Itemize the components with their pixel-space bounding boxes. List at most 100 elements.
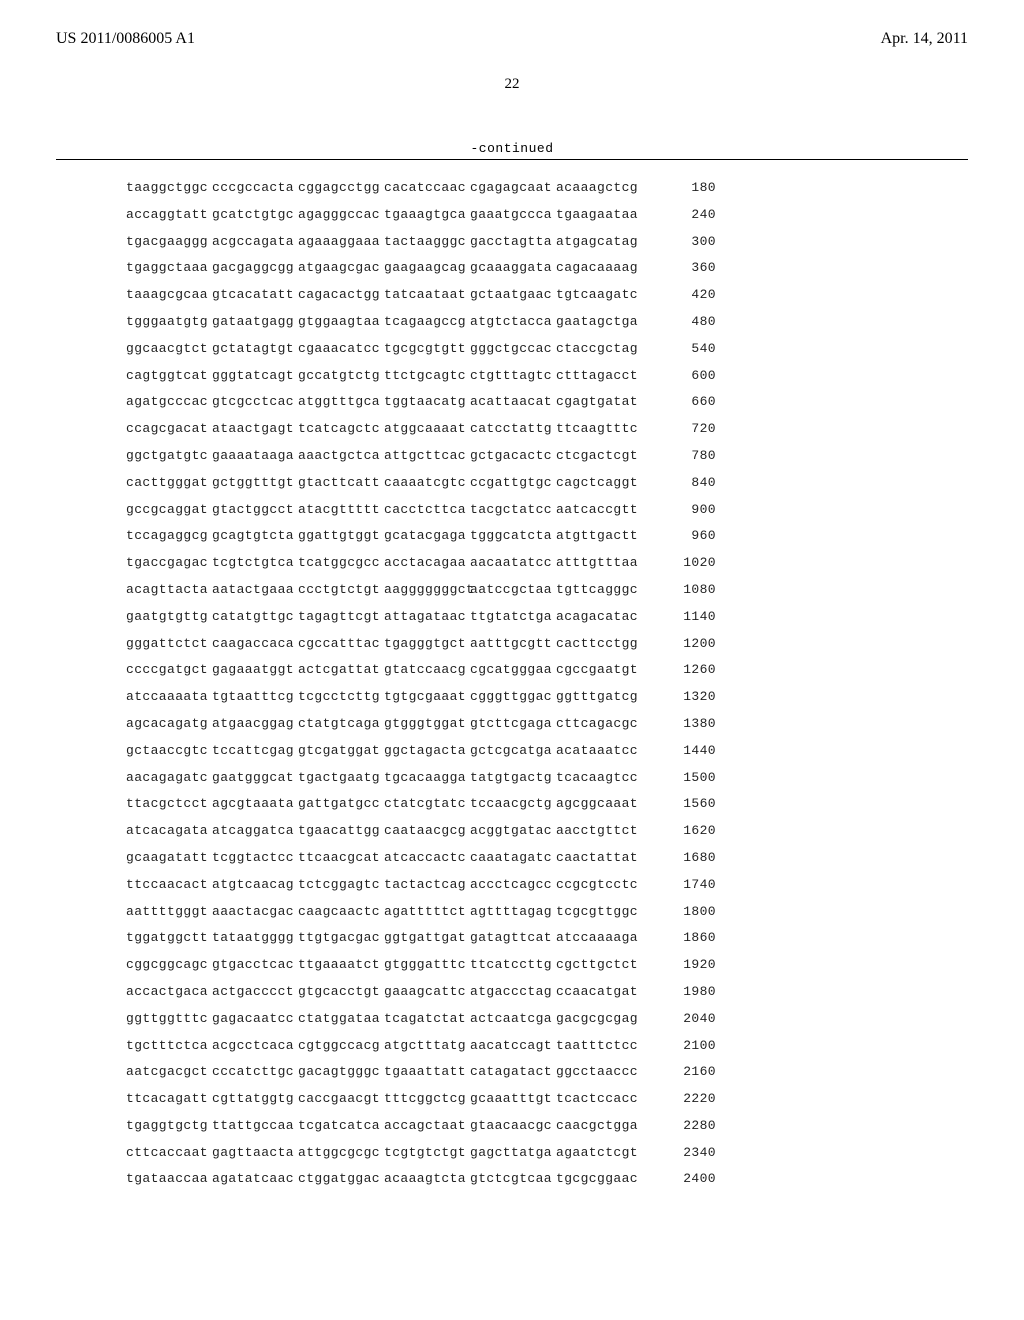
sequence-row: gcaagatatttcggtactccttcaacgcatatcaccactc… xyxy=(126,850,1024,865)
sequence-block: gaaagcattc xyxy=(384,984,470,999)
sequence-block: acagacatac xyxy=(556,609,642,624)
sequence-block: gctgacactc xyxy=(470,448,556,463)
sequence-block: attagataac xyxy=(384,609,470,624)
sequence-block: ttgaaaatct xyxy=(298,957,384,972)
sequence-block: tataatgggg xyxy=(212,930,298,945)
sequence-row: tgctttctcaacgcctcacacgtggccacgatgctttatg… xyxy=(126,1038,1024,1053)
sequence-row: ccccgatgctgagaaatggtactcgattatgtatccaacg… xyxy=(126,662,1024,677)
sequence-block: acgccagata xyxy=(212,234,298,249)
sequence-block: atacgttttt xyxy=(298,502,384,517)
sequence-block: acctacagaa xyxy=(384,555,470,570)
sequence-block: gggctgccac xyxy=(470,341,556,356)
sequence-block: tccagaggcg xyxy=(126,528,212,543)
sequence-block: ggctagacta xyxy=(384,743,470,758)
sequence-position: 2340 xyxy=(660,1145,716,1160)
sequence-position: 420 xyxy=(660,287,716,302)
sequence-block: acataaatcc xyxy=(556,743,642,758)
sequence-row: ggctgatgtcgaaaataagaaaactgctcaattgcttcac… xyxy=(126,448,1024,463)
sequence-block: gcaaaggata xyxy=(470,260,556,275)
sequence-block: gagacaatcc xyxy=(212,1011,298,1026)
sequence-block: aatcgacgct xyxy=(126,1064,212,1079)
sequence-block: ctatcgtatc xyxy=(384,796,470,811)
sequence-block: agatttttct xyxy=(384,904,470,919)
sequence-block: caagcaactc xyxy=(298,904,384,919)
sequence-block: gccatgtctg xyxy=(298,368,384,383)
sequence-block: agatatcaac xyxy=(212,1171,298,1186)
sequence-block: atgctttatg xyxy=(384,1038,470,1053)
sequence-block: ttgtatctga xyxy=(470,609,556,624)
sequence-block: gacgaggcgg xyxy=(212,260,298,275)
sequence-position: 1260 xyxy=(660,662,716,677)
sequence-block: gagttaacta xyxy=(212,1145,298,1160)
sequence-block: tccattcgag xyxy=(212,743,298,758)
sequence-row: taaggctggccccgccactacggagcctggcacatccaac… xyxy=(126,180,1024,195)
sequence-listing: taaggctggccccgccactacggagcctggcacatccaac… xyxy=(126,180,1024,1186)
sequence-row: tggatggctttataatggggttgtgacgacggtgattgat… xyxy=(126,930,1024,945)
sequence-block: agcacagatg xyxy=(126,716,212,731)
sequence-position: 1440 xyxy=(660,743,716,758)
sequence-block: gctaaccgtc xyxy=(126,743,212,758)
sequence-block: gtcgatggat xyxy=(298,743,384,758)
sequence-block: gaaaataaga xyxy=(212,448,298,463)
sequence-block: ccccgatgct xyxy=(126,662,212,677)
sequence-row: cttcaccaatgagttaactaattggcgcgctcgtgtctgt… xyxy=(126,1145,1024,1160)
sequence-block: atttgtttaa xyxy=(556,555,642,570)
sequence-row: taaagcgcaagtcacatattcagacactggtatcaataat… xyxy=(126,287,1024,302)
sequence-block: aaactacgac xyxy=(212,904,298,919)
sequence-position: 1200 xyxy=(660,636,716,651)
sequence-block: ggtgattgat xyxy=(384,930,470,945)
sequence-block: acggtgatac xyxy=(470,823,556,838)
sequence-block: ccaacatgat xyxy=(556,984,642,999)
sequence-block: atggcaaaat xyxy=(384,421,470,436)
sequence-position: 2160 xyxy=(660,1064,716,1079)
sequence-block: gaatgggcat xyxy=(212,770,298,785)
sequence-block: cccgccacta xyxy=(212,180,298,195)
sequence-block: ggattgtggt xyxy=(298,528,384,543)
sequence-block: tgaagaataa xyxy=(556,207,642,222)
sequence-row: ggcaacgtctgctatagtgtcgaaacatcctgcgcgtgtt… xyxy=(126,341,1024,356)
sequence-position: 1020 xyxy=(660,555,716,570)
sequence-block: aacagagatc xyxy=(126,770,212,785)
sequence-block: tcatcagctc xyxy=(298,421,384,436)
sequence-block: caagaccaca xyxy=(212,636,298,651)
sequence-block: tcgcgttggc xyxy=(556,904,642,919)
sequence-position: 1860 xyxy=(660,930,716,945)
sequence-position: 480 xyxy=(660,314,716,329)
sequence-block: ttcaagtttc xyxy=(556,421,642,436)
sequence-block: tgaaattatt xyxy=(384,1064,470,1079)
sequence-block: gtgggtggat xyxy=(384,716,470,731)
sequence-block: tgacgaaggg xyxy=(126,234,212,249)
sequence-block: catatgttgc xyxy=(212,609,298,624)
sequence-block: cagctcaggt xyxy=(556,475,642,490)
sequence-block: ttacgctcct xyxy=(126,796,212,811)
sequence-block: ttcatccttg xyxy=(470,957,556,972)
sequence-block: taatttctcc xyxy=(556,1038,642,1053)
sequence-row: gaatgtgttgcatatgttgctagagttcgtattagataac… xyxy=(126,609,1024,624)
sequence-block: ttctgcagtc xyxy=(384,368,470,383)
sequence-row: ttcacagattcgttatggtgcaccgaacgttttcggctcg… xyxy=(126,1091,1024,1106)
sequence-block: cgggttggac xyxy=(470,689,556,704)
sequence-block: tgaggtgctg xyxy=(126,1118,212,1133)
sequence-block: gtctcgtcaa xyxy=(470,1171,556,1186)
sequence-block: gtcacatatt xyxy=(212,287,298,302)
sequence-block: ctcgactcgt xyxy=(556,448,642,463)
sequence-block: ctgtttagtc xyxy=(470,368,556,383)
continued-section: -continued xyxy=(56,141,968,160)
sequence-block: ccagcgacat xyxy=(126,421,212,436)
sequence-position: 840 xyxy=(660,475,716,490)
sequence-block: caaatagatc xyxy=(470,850,556,865)
sequence-block: gtcttcgaga xyxy=(470,716,556,731)
sequence-block: ctatggataa xyxy=(298,1011,384,1026)
sequence-block: tactactcag xyxy=(384,877,470,892)
sequence-block: tctcggagtc xyxy=(298,877,384,892)
sequence-row: cagtggtcatgggtatcagtgccatgtctgttctgcagtc… xyxy=(126,368,1024,383)
sequence-block: acattaacat xyxy=(470,394,556,409)
sequence-block: atccaaaata xyxy=(126,689,212,704)
sequence-block: tcgcctcttg xyxy=(298,689,384,704)
sequence-block: tgcacaagga xyxy=(384,770,470,785)
sequence-block: gaagaagcag xyxy=(384,260,470,275)
sequence-block: gtactggcct xyxy=(212,502,298,517)
sequence-block: ttcaacgcat xyxy=(298,850,384,865)
sequence-position: 1560 xyxy=(660,796,716,811)
sequence-block: caccgaacgt xyxy=(298,1091,384,1106)
